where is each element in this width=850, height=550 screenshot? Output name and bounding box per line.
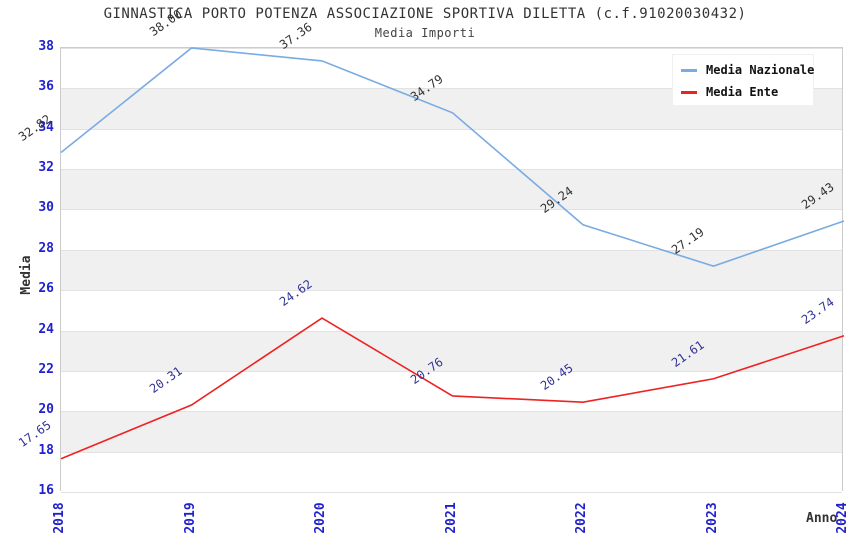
gridline [61, 411, 842, 413]
y-tick-label: 38 [38, 39, 54, 54]
gridline [61, 451, 842, 453]
plot-band [61, 249, 842, 291]
x-tick-label: 2022 [574, 502, 589, 534]
gridline [61, 48, 842, 49]
plot-band [61, 290, 842, 331]
plot-band [61, 330, 842, 371]
legend-item-media-nazionale: Media Nazionale [681, 63, 814, 77]
gridline [61, 249, 842, 251]
plot-band [61, 451, 842, 492]
plot-band [61, 169, 842, 210]
y-tick-label: 36 [38, 79, 54, 95]
chart-title: GINNASTICA PORTO POTENZA ASSOCIAZIONE SP… [103, 6, 747, 22]
gridline [61, 169, 842, 171]
y-tick-label: 34 [38, 119, 54, 135]
legend-label: Media Nazionale [706, 63, 815, 77]
legend-line-swatch-blue [681, 68, 697, 72]
gridline [61, 128, 842, 130]
x-tick-label: 2018 [52, 502, 67, 534]
series-lines [60, 47, 845, 460]
series-line [60, 317, 845, 460]
y-tick-label: 18 [38, 442, 54, 458]
legend-item-media-ente: Media Ente [681, 85, 805, 99]
legend: Media Nazionale Media Ente [672, 54, 814, 106]
y-tick-label: 26 [38, 281, 54, 297]
gridline [61, 370, 842, 372]
y-tick-label: 32 [38, 160, 54, 176]
plot-band [61, 128, 842, 170]
y-tick-label: 22 [38, 361, 54, 377]
y-axis-title: Media [19, 255, 34, 295]
y-tick-label: 30 [38, 200, 54, 216]
x-tick-label: 2021 [443, 502, 459, 534]
plot-band [61, 209, 842, 250]
x-axis-title: Anno [806, 511, 838, 526]
y-tick-label: 16 [38, 483, 54, 498]
x-tick-label: 2023 [704, 502, 720, 534]
gridline [61, 492, 842, 493]
y-tick-label: 28 [38, 240, 54, 256]
chart-subtitle: Media Importi [374, 26, 476, 40]
y-tick-label: 20 [38, 402, 54, 418]
x-tick-label: 2020 [313, 502, 328, 534]
y-tick-label: 24 [38, 321, 54, 337]
plot-band [61, 411, 842, 452]
gridline [61, 88, 842, 90]
x-tick-label: 2024 [835, 502, 850, 534]
plot-area [60, 47, 845, 493]
x-tick-label: 2019 [182, 502, 198, 534]
gridline [61, 330, 842, 332]
series-line [60, 47, 845, 268]
gridline [61, 209, 842, 211]
legend-label: Media Ente [706, 85, 779, 99]
gridline [61, 290, 842, 292]
legend-line-swatch-red [681, 90, 697, 94]
